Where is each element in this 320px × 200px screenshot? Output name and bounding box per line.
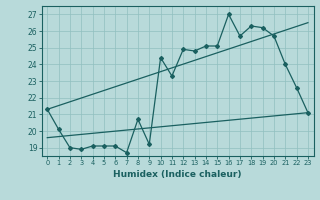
X-axis label: Humidex (Indice chaleur): Humidex (Indice chaleur) (113, 170, 242, 179)
